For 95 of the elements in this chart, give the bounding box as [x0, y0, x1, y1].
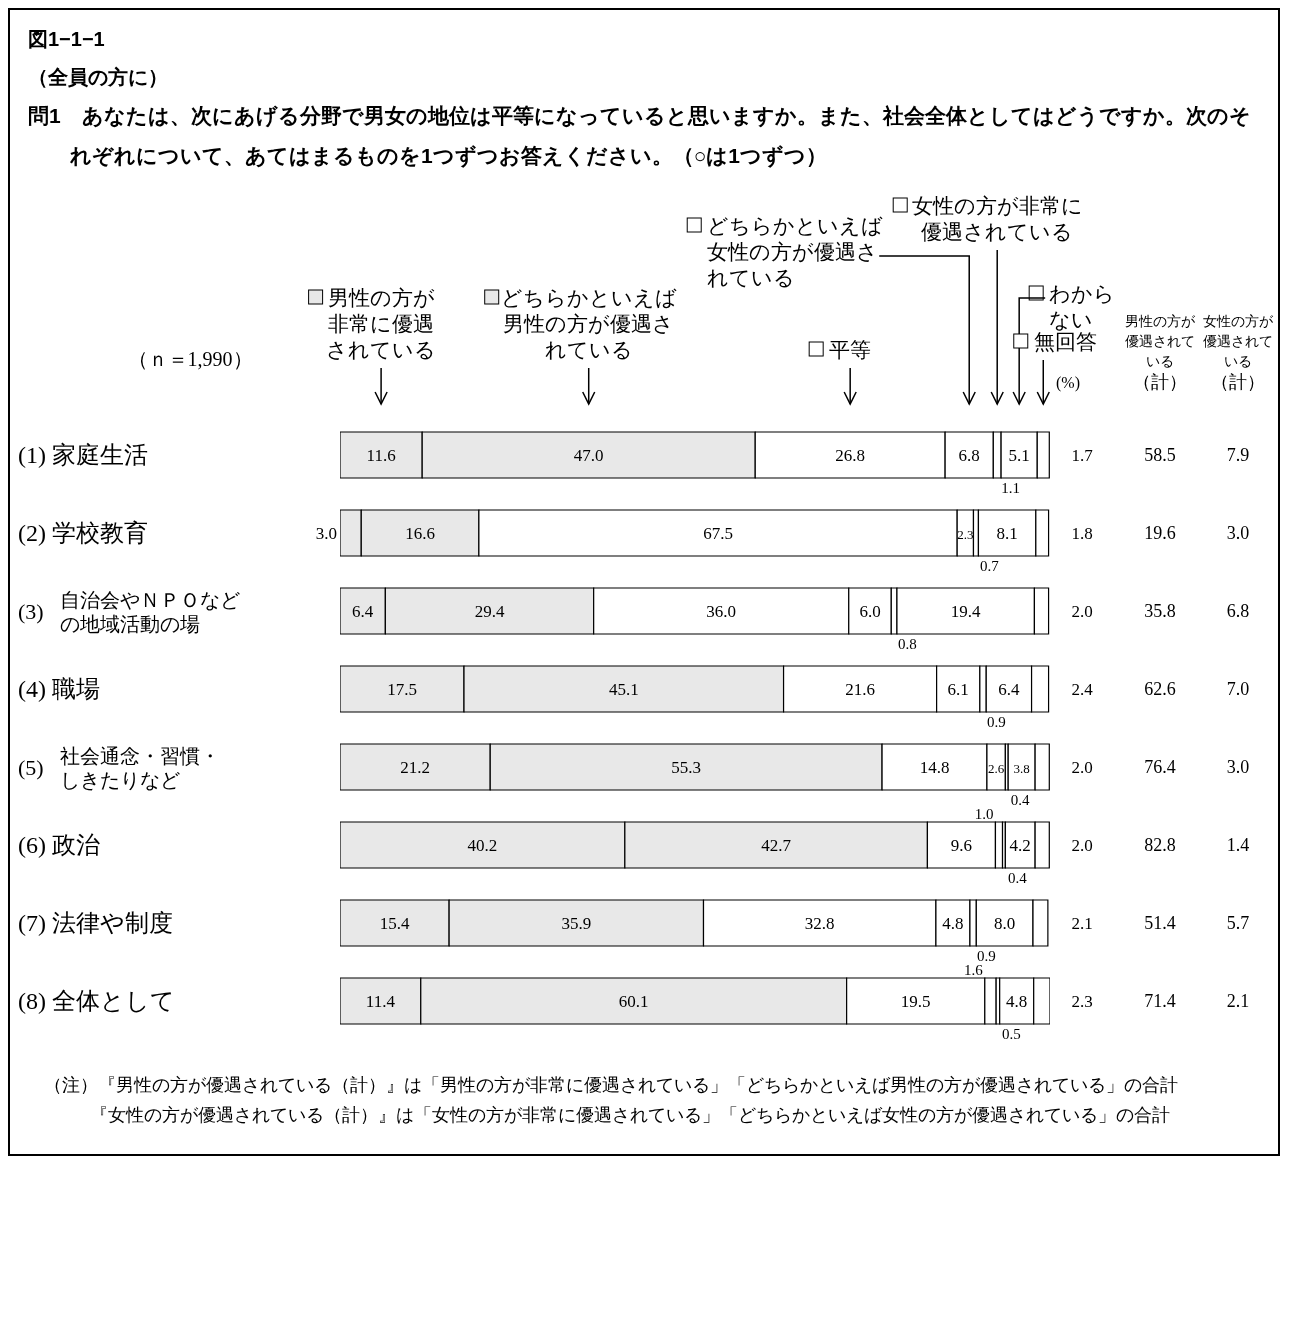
text: 6.8	[1226, 601, 1250, 621]
data-label: 0.9	[977, 948, 996, 964]
data-label: 21.6	[845, 680, 875, 699]
text: 問1 あなたは、次にあげる分野で男女の地位は平等になっていると思いますか。また、社会全体としてはどうですか。次のそれぞれについて、あてはまるものを1つずつお答えください。（○は1つずつ）	[28, 103, 1252, 170]
data-label: 6.0	[859, 602, 881, 621]
text: 女性の方が優遇されている	[1203, 314, 1274, 369]
text: 1.4	[1226, 835, 1250, 855]
text: （ｎ＝1,990）	[127, 348, 253, 370]
y-tick-label: (8) 全体として	[18, 988, 175, 1014]
legend-label: 無回答	[1033, 330, 1097, 354]
data-label: 32.8	[804, 914, 835, 933]
y-tick-label: (1) 家庭生活	[18, 442, 148, 468]
data-label: 40.2	[467, 836, 498, 855]
data-label: 55.3	[671, 758, 702, 777]
data-label: 35.9	[561, 914, 592, 933]
data-label: 26.8	[835, 446, 866, 465]
data-label: 8.1	[996, 524, 1018, 543]
data-label: 1.8	[1071, 524, 1093, 543]
data-label: 6.4	[352, 602, 374, 621]
data-label: 11.6	[366, 446, 396, 465]
text: （注）『男性の方が優遇されている（計）』は「男性の方が非常に優遇されている」「どちらかといえば男性の方が優遇されている」の合計	[44, 1074, 1179, 1097]
y-tick-label: (2) 学校教育	[18, 520, 148, 546]
data-label: 19.5	[900, 992, 931, 1011]
legend-label: どちらかといえば女性の方が優遇されている	[707, 214, 884, 290]
legend-label: 平等	[829, 338, 872, 362]
data-label: 0.9	[987, 714, 1006, 730]
text: 3.0	[1226, 757, 1250, 777]
text: （計）	[1211, 372, 1265, 392]
y-tick-label: (7) 法律や制度	[18, 910, 173, 936]
legend-label: わからない	[1049, 282, 1116, 332]
data-label: 1.1	[1001, 480, 1020, 496]
data-label: 1.6	[964, 962, 984, 978]
text: 71.4	[1144, 991, 1176, 1011]
text: （全員の方に）	[28, 65, 169, 90]
data-label: 3.8	[1013, 761, 1030, 776]
data-label: 2.6	[988, 761, 1005, 776]
text: 62.6	[1144, 679, 1176, 699]
data-label: 6.8	[958, 446, 980, 465]
data-label: 0.5	[1001, 1026, 1021, 1042]
text: 『女性の方が優遇されている（計）』は「女性の方が非常に優遇されている」「どちらかといえば女性の方が優遇されている」の合計	[89, 1104, 1171, 1127]
text: 7.9	[1226, 445, 1250, 465]
data-label: 11.4	[365, 992, 396, 1011]
data-label: 17.5	[387, 680, 417, 699]
data-label: 36.0	[706, 602, 737, 621]
data-label: 5.1	[1008, 446, 1030, 465]
data-label: 15.4	[379, 914, 410, 933]
data-label: 14.8	[919, 758, 950, 777]
data-label: 4.8	[1006, 992, 1028, 1011]
text: 2.1	[1226, 991, 1250, 1011]
text: 19.6	[1144, 523, 1176, 543]
data-label: 8.0	[994, 914, 1016, 933]
legend-label: どちらかといえば男性の方が優遇されている	[500, 286, 677, 362]
legend-label: 女性の方が非常に優遇されている	[911, 194, 1083, 244]
data-label: 0.8	[898, 636, 917, 652]
data-label: 2.4	[1071, 680, 1094, 699]
data-label: 47.0	[573, 446, 604, 465]
data-label: 1.7	[1071, 446, 1094, 465]
data-label: 6.4	[998, 680, 1021, 699]
text: 82.8	[1144, 835, 1176, 855]
text: 76.4	[1144, 757, 1176, 777]
data-label: 1.0	[974, 806, 994, 822]
data-label: 29.4	[474, 602, 505, 621]
text: 35.8	[1144, 601, 1176, 621]
data-label: 0.7	[979, 558, 1000, 574]
data-label: 4.8	[942, 914, 964, 933]
text: (%)	[1055, 374, 1080, 392]
text: 男性の方が優遇されている	[1125, 314, 1196, 369]
data-label: 16.6	[405, 524, 435, 543]
data-label: 2.0	[1071, 602, 1093, 621]
data-label: 45.1	[608, 680, 639, 699]
legend-label: 男性の方が非常に優遇されている	[326, 286, 437, 362]
y-tick-label: (6) 政治	[18, 832, 100, 858]
data-label: 2.1	[1071, 914, 1093, 933]
data-label: 6.1	[947, 680, 969, 699]
text: 5.7	[1226, 913, 1250, 933]
text: 図1−1−1	[28, 27, 106, 52]
data-label: 9.6	[950, 836, 973, 855]
data-label: 60.1	[618, 992, 649, 1011]
data-label: 67.5	[703, 524, 733, 543]
text: 58.5	[1144, 445, 1176, 465]
data-label: 0.4	[1010, 792, 1031, 808]
text: 7.0	[1226, 679, 1250, 699]
data-label: 2.0	[1071, 758, 1093, 777]
data-label: 21.2	[400, 758, 430, 777]
data-label: 0.4	[1007, 870, 1028, 886]
text: （計）	[1133, 372, 1187, 392]
data-label: 2.3	[1071, 992, 1093, 1011]
data-label: 3.0	[315, 524, 337, 543]
data-label: 4.2	[1009, 836, 1031, 855]
data-label: 42.7	[761, 836, 792, 855]
text: 3.0	[1226, 523, 1250, 543]
text: 51.4	[1144, 913, 1176, 933]
data-label: 19.4	[950, 602, 982, 621]
y-tick-label: (4) 職場	[18, 676, 100, 702]
data-label: 2.0	[1071, 836, 1093, 855]
